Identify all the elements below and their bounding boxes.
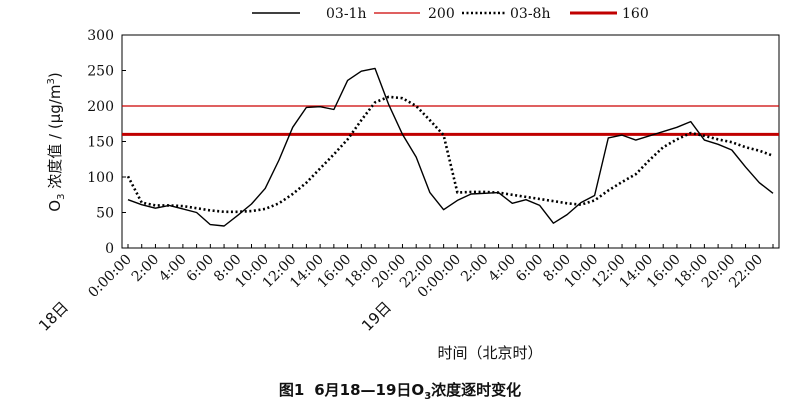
reference-lines [122,105,779,136]
y-tick-label: 250 [87,64,114,80]
x-tick-label: 2:00 [129,252,163,286]
legend-label-03-8h: 03-8h [510,6,550,22]
y-axis-label: O3 浓度值 / (μg/m3) [46,72,67,211]
y-tick-label: 300 [87,28,114,44]
x-axis-label: 时间（北京时） [437,344,542,362]
y-axis: 0 50 100 150 200 250 300 [87,28,126,257]
y-axis-label-sub: 3 [56,194,67,200]
day-label-18: 18日 [35,298,72,335]
legend-label-03-1h: 03-1h [326,6,366,22]
y-tick-label: 200 [87,99,114,115]
y-tick-label: 0 [105,241,114,257]
caption-text-after: 浓度逐时变化 [431,381,521,399]
y-axis-label-main: O [46,200,64,212]
caption-sub: 3 [424,391,431,402]
y-tick-label: 150 [87,135,114,151]
series-line-03-1h [127,67,774,227]
plot-frame [121,34,780,249]
y-axis-label-rest: 浓度值 / (μg/m [46,85,64,194]
y-tick-label: 50 [96,206,114,222]
y-tick-label: 100 [87,170,114,186]
legend-label-200: 200 [428,6,455,22]
figure-caption: 图1 6月18—19日O3浓度逐时变化 [279,381,521,402]
x-tick-label: 6:00 [513,252,547,286]
x-tick-label: 4:00 [156,252,190,286]
legend-label-160: 160 [622,6,649,22]
y-axis-label-sup: 3 [46,78,57,84]
series-line-03-8h [126,95,774,214]
caption-prefix: 图1 [279,381,304,399]
x-tick-label: 2:00 [458,252,492,286]
x-tick-label: 0:00:00 [85,252,134,301]
y-axis-label-end: ) [46,72,64,78]
x-axis: 0:00:002:004:006:008:0010:0012:0014:0016… [85,244,774,301]
legend: 03-1h 200 03-8h 160 [252,6,649,22]
caption-text-before: 6月18—19日O [314,381,424,399]
x-tick-label: 4:00 [486,252,520,286]
day-label-19: 19日 [358,298,395,335]
x-tick-label: 6:00 [184,252,218,286]
series-lines [126,67,774,227]
